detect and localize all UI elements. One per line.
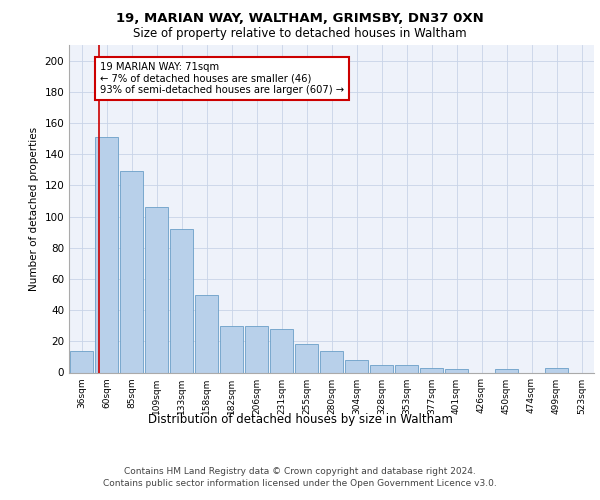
Text: 19, MARIAN WAY, WALTHAM, GRIMSBY, DN37 0XN: 19, MARIAN WAY, WALTHAM, GRIMSBY, DN37 0… [116,12,484,26]
Bar [344,360,368,372]
Bar [370,364,394,372]
Bar [494,370,518,372]
Text: Contains public sector information licensed under the Open Government Licence v3: Contains public sector information licen… [103,479,497,488]
Y-axis label: Number of detached properties: Number of detached properties [29,126,39,291]
Text: Distribution of detached houses by size in Waltham: Distribution of detached houses by size … [148,412,452,426]
Text: Contains HM Land Registry data © Crown copyright and database right 2024.: Contains HM Land Registry data © Crown c… [124,468,476,476]
Bar [320,350,343,372]
Bar [145,207,169,372]
Bar [194,294,218,372]
Bar [95,137,118,372]
Bar [119,172,143,372]
Bar [445,370,469,372]
Bar [70,350,94,372]
Bar [170,229,193,372]
Text: Size of property relative to detached houses in Waltham: Size of property relative to detached ho… [133,28,467,40]
Bar [295,344,319,372]
Text: 19 MARIAN WAY: 71sqm
← 7% of detached houses are smaller (46)
93% of semi-detach: 19 MARIAN WAY: 71sqm ← 7% of detached ho… [100,62,344,96]
Bar [269,329,293,372]
Bar [419,368,443,372]
Bar [545,368,568,372]
Bar [395,364,418,372]
Bar [220,326,244,372]
Bar [245,326,268,372]
